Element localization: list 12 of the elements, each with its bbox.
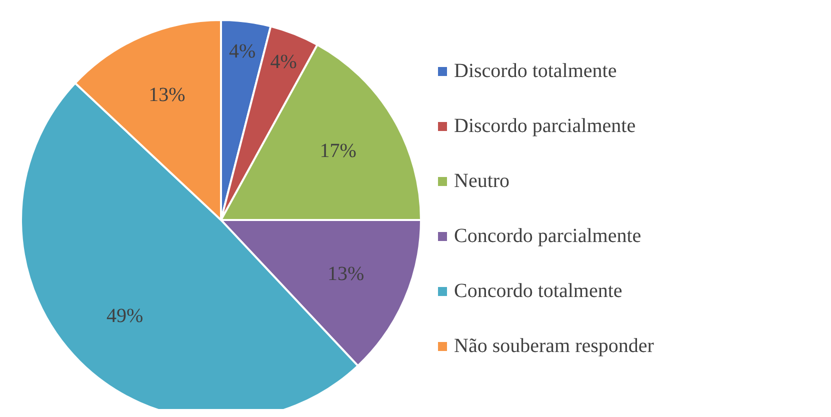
- legend-label: Neutro: [454, 170, 510, 192]
- data-label: 4%: [228, 40, 256, 62]
- legend-label: Discordo parcialmente: [454, 114, 636, 138]
- legend-label: Concordo totalmente: [454, 280, 622, 302]
- data-label: 49%: [106, 305, 144, 328]
- data-label: 17%: [320, 140, 356, 162]
- data-label: 4%: [270, 50, 297, 73]
- legend-label: Não souberam responder: [454, 334, 654, 358]
- data-label: 13%: [148, 84, 186, 106]
- legend-label: Concordo parcialmente: [454, 224, 642, 248]
- legend-label: Discordo totalmente: [454, 60, 617, 82]
- data-label: 13%: [327, 263, 364, 286]
